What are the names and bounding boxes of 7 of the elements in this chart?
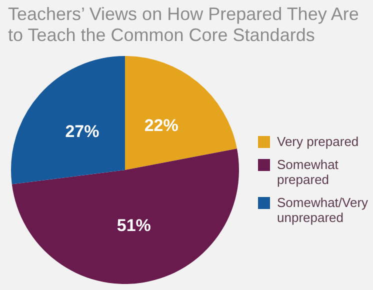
legend-label: Somewhat prepared: [277, 157, 340, 187]
chart-title: Teachers’ Views on How Prepared They Are to Teach the Common Core Standards: [8, 4, 360, 46]
data-label: 27%: [65, 122, 100, 141]
data-label: 51%: [116, 216, 151, 235]
legend-label: Very prepared: [277, 134, 359, 149]
data-label: 22%: [144, 116, 178, 135]
legend-label: Somewhat/Very unprepared: [277, 195, 370, 225]
